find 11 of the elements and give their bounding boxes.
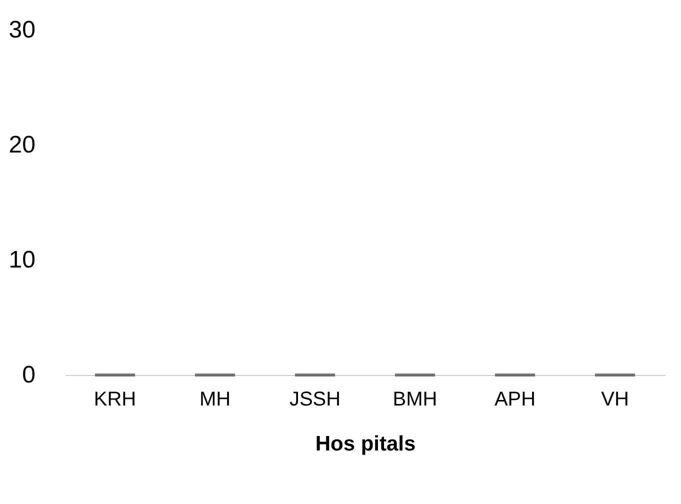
x-tick-label: BMH	[392, 388, 438, 410]
y-tick-label: 10	[8, 246, 36, 274]
x-tick-label: MH	[199, 388, 231, 410]
y-tick-label: 30	[8, 16, 36, 44]
x-tick-label: APH	[494, 388, 536, 410]
x-axis-title: Hos pitals	[315, 432, 416, 456]
y-tick-label: 0	[22, 362, 36, 388]
y-tick-label: 20	[8, 132, 36, 158]
x-tick-label: KRH	[94, 388, 136, 410]
x-tick-label: JSSH	[289, 388, 341, 410]
x-tick-label: VH	[601, 388, 629, 410]
